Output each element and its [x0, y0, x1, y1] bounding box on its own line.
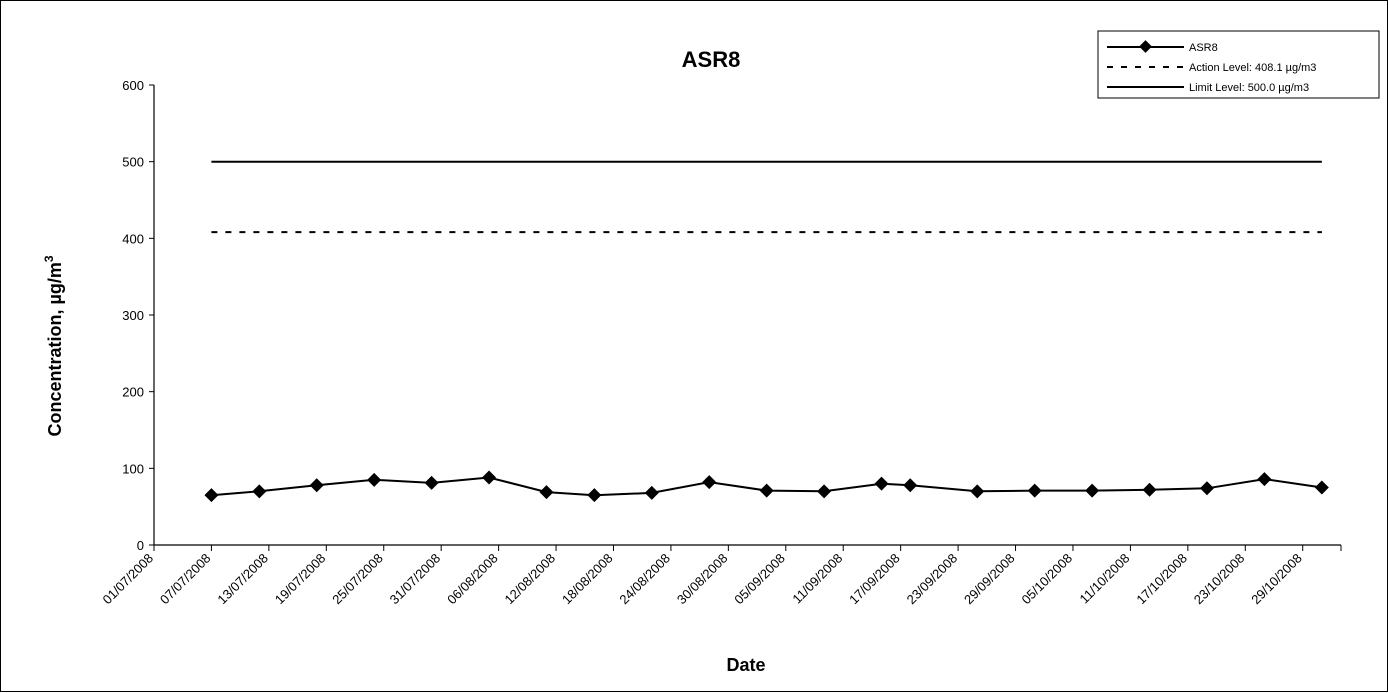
x-ticks: 01/07/2008 07/07/2008 13/07/2008 19/07/2008… — [99, 545, 1342, 608]
x-tick-label: 18/08/2008 — [559, 551, 616, 608]
data-point-marker — [1142, 482, 1157, 497]
data-point-marker — [204, 488, 219, 503]
x-axis-title: Date — [726, 655, 765, 675]
x-tick-label: 19/07/2008 — [272, 551, 329, 608]
x-tick-label: 24/08/2008 — [616, 551, 673, 608]
data-point-marker — [1199, 481, 1214, 496]
y-tick-label: 600 — [122, 78, 144, 93]
data-point-marker — [702, 475, 717, 490]
data-point-marker — [252, 484, 267, 499]
y-tick-label: 400 — [122, 231, 144, 246]
data-point-marker — [1257, 472, 1272, 487]
data-point-marker — [1314, 480, 1329, 495]
y-axis-title-superscript: 3 — [42, 255, 56, 262]
y-tick-label: 200 — [122, 385, 144, 400]
x-tick-label: 01/07/2008 — [99, 551, 156, 608]
x-tick-label: 23/09/2008 — [904, 551, 961, 608]
data-point-marker — [367, 472, 382, 487]
data-point-marker — [424, 475, 439, 490]
x-tick-label: 13/07/2008 — [214, 551, 271, 608]
y-axis-title-text: Concentration, µg/m — [45, 262, 65, 436]
data-point-marker — [970, 484, 985, 499]
x-tick-label: 05/10/2008 — [1018, 551, 1075, 608]
legend: ASR8 Action Level: 408.1 µg/m3 Limit Lev… — [1097, 30, 1380, 99]
series-markers — [204, 470, 1329, 503]
x-tick-label: 25/07/2008 — [329, 551, 386, 608]
svg-text:Concentration, µg/m3: Concentration, µg/m3 — [42, 255, 65, 436]
legend-label-asr8: ASR8 — [1189, 42, 1218, 54]
data-point-marker — [1085, 483, 1100, 498]
axes — [153, 85, 1341, 546]
chart-title: ASR8 — [682, 47, 741, 72]
x-tick-label: 17/09/2008 — [846, 551, 903, 608]
legend-label-action: Action Level: 408.1 µg/m3 — [1189, 62, 1316, 74]
x-tick-label: 17/10/2008 — [1133, 551, 1190, 608]
y-tick-label: 0 — [137, 538, 144, 553]
x-tick-label: 05/09/2008 — [731, 551, 788, 608]
x-tick-label: 07/07/2008 — [157, 551, 214, 608]
x-tick-label: 06/08/2008 — [444, 551, 501, 608]
y-tick-label: 100 — [122, 461, 144, 476]
x-tick-label: 31/07/2008 — [387, 551, 444, 608]
x-tick-label: 29/09/2008 — [961, 551, 1018, 608]
data-point-marker — [539, 485, 554, 500]
data-point-marker — [309, 478, 324, 493]
data-point-marker — [903, 478, 918, 493]
data-point-marker — [759, 483, 774, 498]
legend-label-limit: Limit Level: 500.0 µg/m3 — [1189, 82, 1309, 94]
series-lines — [211, 160, 1323, 497]
data-point-marker — [644, 485, 659, 500]
data-point-marker — [1027, 483, 1042, 498]
y-ticks: 0 100 200 300 400 500 600 — [122, 78, 154, 553]
data-point-marker — [587, 488, 602, 503]
y-axis-title: Concentration, µg/m3 — [42, 255, 65, 436]
y-tick-label: 500 — [122, 155, 144, 170]
x-tick-label: 12/08/2008 — [502, 551, 559, 608]
x-tick-label: 30/08/2008 — [674, 551, 731, 608]
x-tick-label: 11/10/2008 — [1077, 551, 1133, 607]
data-point-marker — [482, 470, 497, 485]
x-tick-label: 29/10/2008 — [1248, 551, 1305, 608]
data-point-marker — [874, 476, 889, 491]
y-tick-label: 300 — [122, 308, 144, 323]
data-point-marker — [817, 484, 832, 499]
x-tick-label: 23/10/2008 — [1191, 551, 1248, 608]
x-tick-label: 11/09/2008 — [789, 551, 845, 607]
